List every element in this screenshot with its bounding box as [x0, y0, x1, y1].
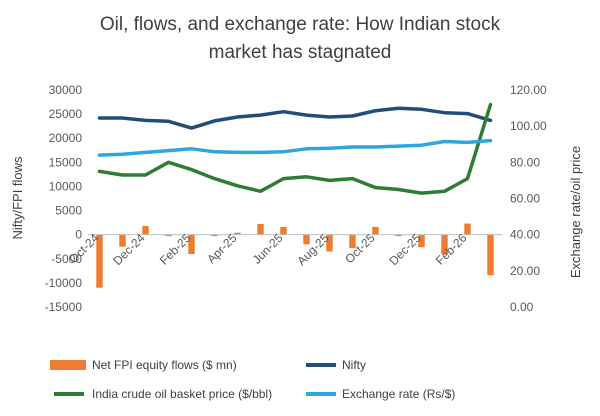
y-tick-left: -15000	[45, 300, 83, 314]
x-tick-label: Feb-26	[433, 231, 470, 268]
legend-swatch-fpi	[50, 360, 86, 370]
legend-label-fx: Exchange rate (Rs/$)	[342, 387, 455, 401]
right-axis-ticks: 120.00 100.00 80.00 60.00 40.00 20.00 0.00	[510, 83, 547, 314]
y-tick-left: 25000	[49, 107, 83, 121]
series-line	[97, 138, 493, 157]
fpi-bar	[487, 234, 494, 276]
legend-label-fpi: Net FPI equity flows ($ mn)	[92, 358, 237, 372]
y-tick-left: 10000	[49, 179, 83, 193]
fpi-bar	[418, 234, 425, 248]
y-axis-right-label: Exchange rate/oil price	[568, 146, 583, 278]
fpi-bar	[372, 226, 379, 235]
fpi-bar	[165, 234, 172, 237]
series-line	[97, 102, 493, 195]
fpi-bars	[96, 223, 494, 288]
x-tick-label: Dec-25	[386, 231, 423, 268]
fpi-bar	[395, 234, 402, 237]
legend: Net FPI equity flows ($ mn) Nifty India cr…	[50, 358, 455, 401]
series-lines	[97, 102, 493, 195]
series-line	[97, 106, 493, 130]
legend-label-nifty: Nifty	[342, 358, 366, 372]
fpi-bar	[303, 234, 310, 245]
x-tick-label: Apr-25	[204, 231, 240, 267]
fpi-bar	[234, 232, 241, 235]
fpi-bar	[96, 234, 103, 288]
fpi-bar	[257, 224, 264, 235]
x-tick-label: Jun-25	[250, 231, 286, 267]
fpi-bar	[464, 223, 471, 235]
x-tick-label: Dec-24	[110, 231, 147, 268]
fpi-bar	[119, 234, 126, 247]
y-tick-right: 20.00	[510, 264, 540, 278]
y-tick-left: 30000	[49, 83, 83, 97]
y-tick-left: -5000	[51, 252, 82, 266]
legend-label-oil: India crude oil basket price ($/bbl)	[92, 387, 272, 401]
fpi-bar	[441, 234, 448, 255]
y-axis-left-label: Nifty/FPI flows	[10, 156, 25, 240]
left-axis-ticks: 30000 25000 20000 15000 10000 5000 0 -5000 -1000…	[45, 83, 83, 314]
fpi-bar	[349, 234, 356, 249]
fpi-bar	[280, 226, 287, 235]
fpi-bar	[326, 234, 333, 252]
y-tick-right: 60.00	[510, 192, 540, 206]
x-tick-label: Oct-25	[342, 231, 378, 267]
y-tick-right: 80.00	[510, 155, 540, 169]
y-tick-right: 0.00	[510, 300, 534, 314]
chart-title-line-1: Oil, flows, and exchange rate: How India…	[100, 14, 501, 35]
y-tick-right: 40.00	[510, 228, 540, 242]
y-tick-right: 120.00	[510, 83, 547, 97]
y-tick-left: -10000	[45, 276, 83, 290]
y-tick-left: 20000	[49, 131, 83, 145]
y-tick-left: 15000	[49, 155, 83, 169]
fpi-bar	[142, 225, 149, 235]
y-tick-left: 0	[75, 228, 82, 242]
y-tick-left: 5000	[55, 204, 82, 218]
x-axis-ticks: Oct-24 Dec-24 Feb-25 Apr-25 Jun-25 Aug-25 Oct-…	[66, 231, 470, 268]
fpi-bar	[211, 234, 218, 237]
y-tick-right: 100.00	[510, 119, 547, 133]
fpi-bar	[188, 234, 195, 254]
chart-title-line-2: market has stagnated	[209, 42, 392, 63]
x-tick-label: Aug-25	[294, 231, 331, 268]
